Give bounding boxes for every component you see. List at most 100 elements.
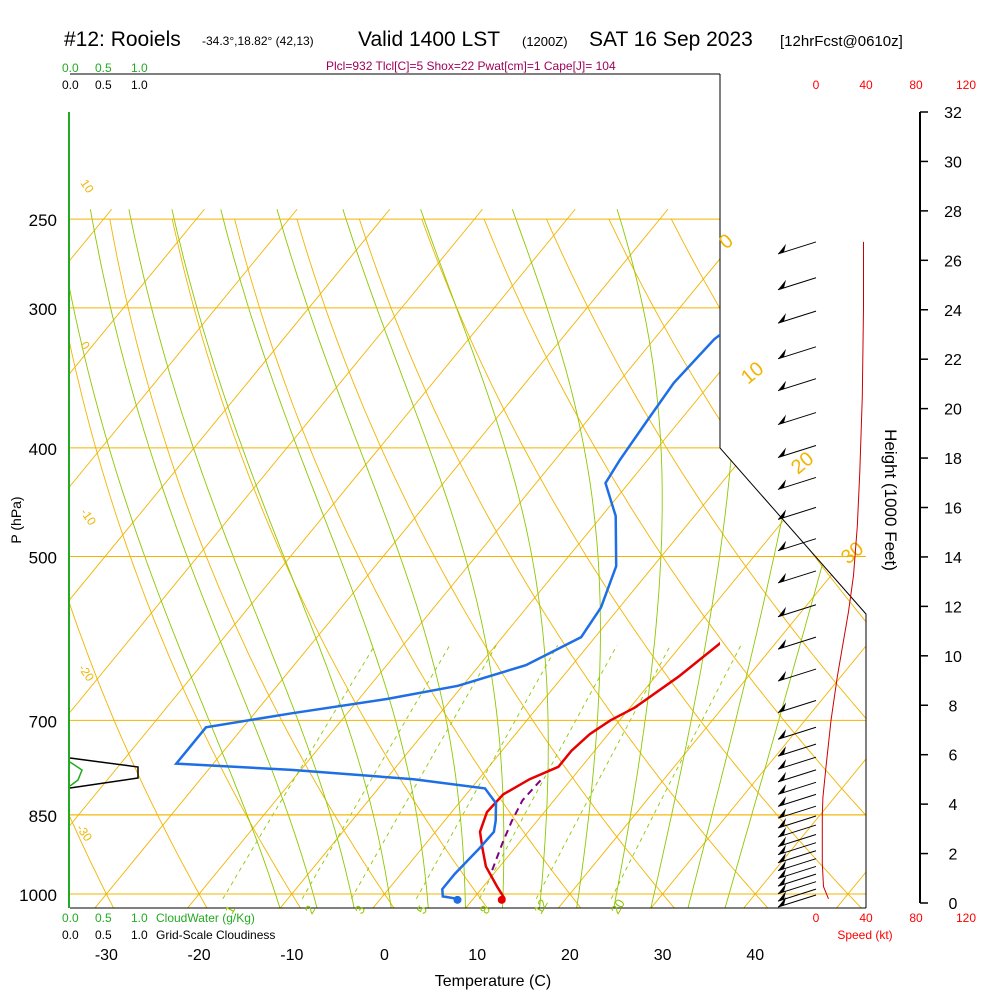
wind-barb-flag	[778, 671, 786, 682]
chart-utc-time: (1200Z)	[522, 34, 568, 49]
wind-barb-staff	[777, 378, 817, 392]
dry-adiabat	[109, 219, 395, 908]
dry-adiabat	[296, 218, 675, 908]
height-tick-label: 26	[944, 253, 962, 270]
wind-barb	[777, 805, 817, 819]
mixing-ratio-line	[415, 645, 558, 900]
wind-barb-staff	[777, 636, 817, 650]
wind-barb-staff	[777, 346, 817, 360]
wind-barb-flag	[778, 891, 786, 902]
wind-barb-flag	[778, 414, 786, 425]
height-tick-label: 8	[949, 698, 958, 715]
wind-barb-flag	[778, 639, 786, 650]
wind-barb-flag	[778, 479, 786, 490]
cloud-water-tick-bottom: 1.0	[131, 911, 148, 925]
wind-barb-flag	[778, 771, 786, 782]
chart-date: SAT 16 Sep 2023	[589, 28, 753, 51]
wind-barb-staff	[777, 412, 817, 426]
wind-barb	[777, 815, 817, 829]
wind-barb	[777, 756, 817, 770]
wind-barb-flag	[778, 860, 786, 871]
cloudiness-tick-top: 0.0	[62, 78, 79, 92]
dry-adiabat-label: -20	[76, 662, 98, 685]
wind-barb	[777, 858, 817, 872]
wind-barb-staff	[777, 570, 817, 584]
wind-barb	[777, 412, 817, 426]
chart-coordinates: -34.3°,18.82° (42,13)	[202, 34, 314, 48]
wind-barb-flag	[778, 702, 786, 713]
wind-barb	[777, 506, 817, 520]
pressure-axis-title: P (hPa)	[8, 496, 24, 543]
cloudiness-tick-bottom: 1.0	[131, 928, 148, 942]
dry-adiabat	[421, 218, 862, 908]
isotherm	[650, 208, 866, 908]
height-tick-label: 4	[949, 797, 958, 814]
moist-adiabat	[276, 209, 466, 908]
cloudiness-profile	[69, 757, 139, 789]
isotherm	[70, 208, 391, 908]
wind-barb-flag	[778, 447, 786, 458]
cloud-water-tick-top: 0.0	[62, 61, 79, 75]
wind-barb	[777, 769, 817, 783]
dry-adiabat	[546, 218, 866, 908]
temperature-tick-label: -20	[188, 947, 211, 964]
wind-barb-staff	[777, 834, 817, 848]
isotherm	[743, 208, 866, 908]
wind-barb-flag	[778, 836, 786, 847]
speed-profile	[821, 241, 864, 899]
dry-adiabat	[70, 219, 302, 908]
wind-barb	[777, 881, 817, 895]
sounding-lines	[173, 333, 720, 901]
wind-barb-staff	[777, 756, 817, 770]
wind-barb	[777, 865, 817, 879]
wind-barb-staff	[777, 824, 817, 838]
moist-adiabat	[89, 209, 318, 908]
dry-adiabat	[0, 219, 20, 908]
height-axis-title: Height (1000 Feet)	[881, 429, 900, 571]
wind-barb	[777, 241, 817, 255]
moist-adiabat	[342, 209, 505, 908]
height-tick-label: 0	[949, 896, 958, 913]
dry-adiabat-label: -10	[78, 506, 100, 529]
wind-barb	[777, 476, 817, 490]
wind-barb-flag	[778, 852, 786, 863]
wind-barb-staff	[777, 881, 817, 895]
moist-adiabat-label: 20	[787, 448, 818, 479]
wind-barb-staff	[777, 769, 817, 783]
wind-barb-flag	[778, 896, 786, 907]
wind-barb-staff	[777, 850, 817, 864]
temperature-tick-label: -30	[95, 947, 118, 964]
moist-adiabat	[171, 209, 392, 908]
wind-barb-flag	[778, 827, 786, 838]
wind-barb-flag	[778, 279, 786, 290]
chart-title: #12: Rooiels	[64, 28, 181, 51]
wind-barb-staff	[777, 476, 817, 490]
isotherm	[70, 208, 298, 908]
wind-barb	[777, 726, 817, 740]
moist-adiabat	[613, 209, 663, 908]
wind-barb	[777, 570, 817, 584]
dry-adiabat	[983, 219, 1000, 908]
speed-tick-top: 120	[956, 78, 976, 92]
height-tick-label: 22	[944, 352, 962, 369]
series-parcel	[491, 778, 543, 871]
isotherm	[929, 209, 1000, 908]
dry-adiabat-label: 10	[78, 177, 97, 196]
isotherm	[186, 208, 761, 908]
wind-barb-staff	[777, 873, 817, 887]
wind-barb-staff	[777, 604, 817, 618]
mixing-ratio-line	[301, 645, 451, 900]
wind-barb-staff	[777, 668, 817, 682]
mixing-ratio-label: 3	[352, 903, 369, 917]
mixing-ratio-line	[222, 645, 376, 900]
speed-tick-bottom: 80	[909, 911, 923, 925]
wind-barb-staff	[777, 793, 817, 807]
wind-barb-staff	[777, 743, 817, 757]
wind-barb-staff	[777, 781, 817, 795]
mixing-ratio-label: 12	[531, 896, 551, 916]
height-tick-label: 18	[944, 451, 962, 468]
temperature-tick-label: 20	[561, 947, 579, 964]
wind-barb-staff	[777, 506, 817, 520]
cloudiness-axis-title: Grid-Scale Cloudiness	[156, 928, 275, 942]
